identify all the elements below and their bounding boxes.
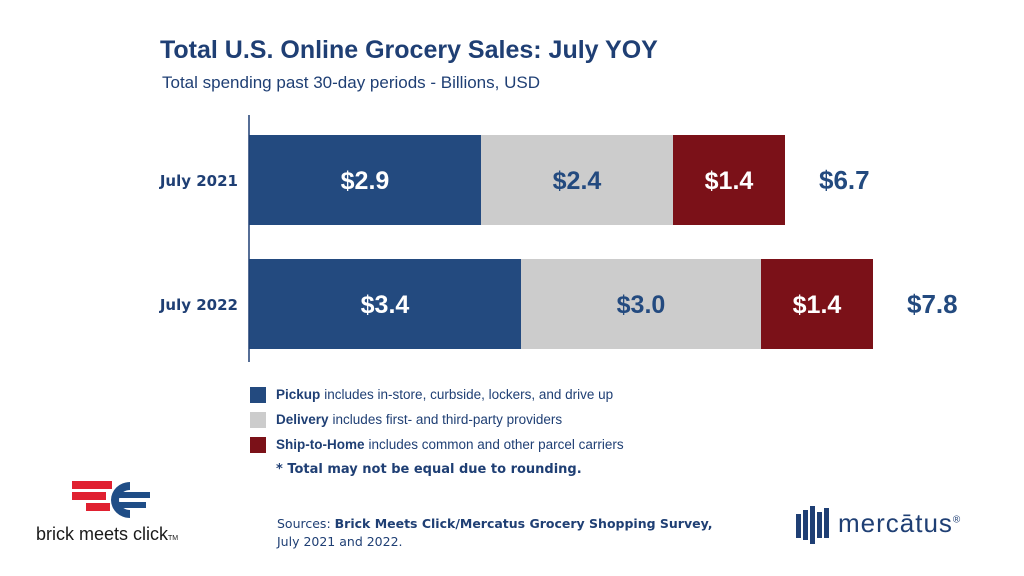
sources-prefix: Sources:: [277, 516, 335, 531]
chart-subtitle: Total spending past 30-day periods - Bil…: [162, 73, 540, 92]
legend: Pickup includes in-store, curbside, lock…: [250, 382, 624, 457]
logo-text: mercātus: [838, 508, 953, 538]
brick-meets-click-wordmark: brick meets clickTM: [36, 524, 178, 545]
legend-desc: includes common and other parcel carrier…: [368, 437, 624, 452]
legend-swatch-delivery: [250, 411, 266, 428]
data-label: $3.0: [617, 291, 666, 319]
bar-segment: [481, 135, 673, 225]
legend-name: Pickup: [276, 387, 321, 402]
data-label: $1.4: [793, 291, 842, 319]
bar-segment: [249, 259, 521, 349]
total-label: $7.8: [907, 289, 958, 319]
sources-survey: Brick Meets Click/Mercatus Grocery Shopp…: [334, 516, 713, 531]
legend-item-delivery: Delivery includes first- and third-party…: [250, 407, 624, 432]
brick-meets-click-logo-icon: [72, 481, 150, 518]
legend-name: Delivery: [276, 412, 329, 427]
bar-segment: [249, 135, 481, 225]
mercatus-logo: mercātus®: [796, 504, 996, 550]
category-label: July 2022: [159, 296, 238, 314]
data-label: $1.4: [705, 167, 754, 195]
data-label: $3.4: [361, 291, 410, 319]
brick-meets-click-logo: brick meets clickTM: [36, 478, 226, 546]
sources-date: July 2021 and 2022.: [277, 534, 403, 549]
data-label: $2.9: [341, 167, 390, 195]
bar-segment: [673, 135, 785, 225]
trademark: TM: [168, 535, 179, 542]
legend-swatch-ship-to-home: [250, 436, 266, 453]
chart-title: Total U.S. Online Grocery Sales: July YO…: [160, 36, 658, 64]
bar-segment: [761, 259, 873, 349]
total-label: $6.7: [819, 165, 870, 195]
mercatus-logo-icon: [796, 506, 829, 544]
registered-mark: ®: [952, 514, 962, 526]
data-label: $2.4: [553, 167, 602, 195]
rounding-note: * Total may not be equal due to rounding…: [276, 462, 582, 477]
category-label: July 2021: [159, 172, 238, 190]
sources: Sources: Brick Meets Click/Mercatus Groc…: [277, 515, 713, 551]
bar-segment: [521, 259, 761, 349]
stacked-bar-chart: July 2021 $2.9 $2.4 $1.4 $6.7 July 2022 $3.4 $3…: [159, 115, 958, 362]
mercatus-wordmark: mercātus®: [838, 508, 961, 539]
legend-name: Ship-to-Home: [276, 437, 365, 452]
legend-swatch-pickup: [250, 386, 266, 403]
legend-item-ship-to-home: Ship-to-Home includes common and other p…: [250, 432, 624, 457]
legend-desc: includes in-store, curbside, lockers, an…: [324, 387, 614, 402]
legend-item-pickup: Pickup includes in-store, curbside, lock…: [250, 382, 624, 407]
legend-desc: includes first- and third-party provider…: [332, 412, 563, 427]
logo-text: brick meets click: [36, 524, 169, 544]
